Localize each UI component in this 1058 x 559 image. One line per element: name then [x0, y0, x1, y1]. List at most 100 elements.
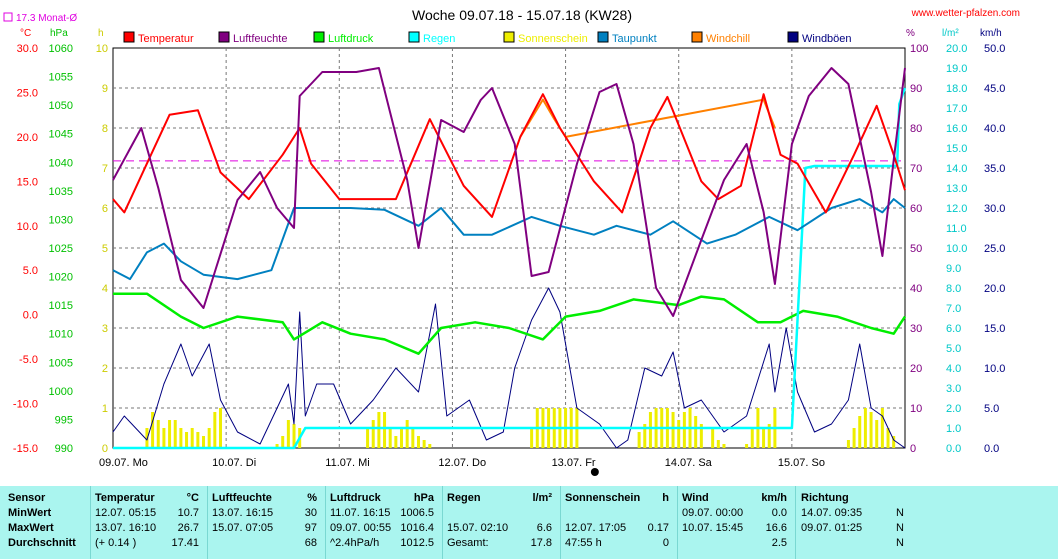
pressure-tick-label: 1025 [49, 243, 73, 255]
table-cell: 14.07. 09:35 [801, 507, 863, 519]
pressure-tick-label: 995 [55, 414, 73, 426]
sunshine-bar [394, 436, 398, 448]
table-column-divider [325, 486, 326, 559]
x-tick-label: 09.07. Mo [99, 457, 148, 469]
rain-tick-label: 16.0 [946, 123, 967, 135]
sunshine-bar [416, 436, 420, 448]
table-cell-value: 1016.4 [400, 522, 434, 534]
sunshine-bar [530, 428, 534, 448]
table-cell-value: 1006.5 [400, 507, 434, 519]
legend-swatch [503, 31, 515, 43]
table-cell-value: 26.7 [177, 522, 199, 534]
temp-tick-label: 10.0 [17, 221, 38, 233]
sunshine-bar [648, 412, 652, 448]
table-cell: 09.07. 00:00 [682, 507, 744, 519]
table-cell: 15.07. 02:10 [447, 522, 509, 534]
wind-tick-label: 0.0 [984, 443, 999, 455]
sunshine-bar [711, 428, 715, 448]
legend-label: Taupunkt [612, 33, 657, 45]
rain-tick-label: 14.0 [946, 163, 967, 175]
temp-tick-label: -5.0 [19, 354, 38, 366]
x-tick-label: 11.07. Mi [325, 457, 369, 469]
rain-tick-label: 11.0 [946, 223, 967, 235]
rain-tick-label: 12.0 [946, 203, 967, 215]
sunshine-bar [852, 428, 856, 448]
sunshine-bar [383, 412, 387, 448]
temp-tick-label: 5.0 [23, 265, 38, 277]
sunshine-bar [207, 428, 211, 448]
pressure-line [113, 292, 907, 355]
wind-tick-label: 40.0 [984, 123, 1005, 135]
wind-tick-label: 15.0 [984, 323, 1005, 335]
sunshine-bar [762, 428, 766, 448]
humidity-tick-label: 20 [910, 363, 922, 375]
table-cell: 12.07. 05:15 [95, 507, 157, 519]
row-label: MaxWert [8, 522, 54, 534]
sunshine-bar [858, 416, 862, 448]
rain-tick-label: 4.0 [946, 363, 961, 375]
humidity-axis-unit: % [906, 28, 915, 39]
sunshine-bar [699, 424, 703, 448]
table-cell: (+ 0.14 ) [95, 537, 137, 549]
sun-tick-label: 8 [102, 123, 108, 135]
table-cell-value: 1012.5 [400, 537, 434, 549]
table-cell-value: 16.6 [765, 522, 787, 534]
pressure-tick-label: 1050 [49, 100, 73, 112]
statistics-table: Sensor Temperatur °C Luftfeuchte% Luftdruck h… [0, 486, 1058, 559]
sunshine-bar [886, 428, 890, 448]
rain-line [113, 87, 907, 450]
legend-label: Sonnenschein [518, 33, 588, 45]
rain-tick-label: 17.0 [946, 103, 967, 115]
table-column-divider [677, 486, 678, 559]
sunshine-bar [388, 428, 392, 448]
humidity-tick-label: 70 [910, 163, 922, 175]
x-tick-label: 14.07. Sa [665, 457, 713, 469]
sunshine-bar [286, 420, 290, 448]
humidity-line [112, 67, 906, 317]
table-cell: 13.07. 16:15 [212, 507, 274, 519]
source-link: www.wetter-pfalzen.com [911, 8, 1020, 19]
table-cell-value: 30 [304, 507, 317, 519]
wind-axis-unit: km/h [980, 28, 1002, 39]
sunshine-bar [750, 428, 754, 448]
rain-tick-label: 18.0 [946, 83, 967, 95]
pressure-tick-label: 1040 [49, 157, 73, 169]
rain-axis-unit: l/m² [942, 28, 959, 39]
sun-tick-label: 7 [102, 163, 108, 175]
header-label: Luftdruck [330, 492, 381, 504]
humidity-tick-label: 80 [910, 123, 922, 135]
row-label: Durchschnitt [8, 537, 76, 549]
pressure-tick-label: 1055 [49, 72, 73, 84]
sunshine-bar [846, 440, 850, 448]
sunshine-bar [869, 412, 873, 448]
sunshine-bar [745, 444, 749, 448]
pressure-axis-unit: hPa [50, 28, 68, 39]
sun-tick-label: 4 [102, 283, 108, 295]
humidity-tick-label: 50 [910, 243, 922, 255]
table-cell: 11.07. 16:15 [330, 507, 391, 519]
rain-tick-label: 19.0 [946, 63, 967, 75]
wind-tick-label: 35.0 [984, 163, 1005, 175]
rain-tick-label: 1.0 [946, 423, 961, 435]
sunshine-bar [173, 420, 177, 448]
sun-axis-unit: h [98, 28, 104, 39]
rain-tick-label: 3.0 [946, 383, 961, 395]
rain-tick-label: 9.0 [946, 263, 961, 275]
sunshine-bar [218, 408, 222, 448]
temp-tick-label: 30.0 [17, 43, 38, 55]
legend-swatch [691, 31, 703, 43]
temperature-line [112, 93, 906, 218]
sunshine-bar [190, 428, 194, 448]
temp-tick-label: -15.0 [13, 443, 38, 455]
sunshine-bar [637, 432, 641, 448]
sun-tick-label: 10 [96, 43, 108, 55]
table-column-divider [90, 486, 91, 559]
row-label: MinWert [8, 507, 52, 519]
sunshine-bar [156, 420, 160, 448]
humidity-tick-label: 10 [910, 403, 922, 415]
table-column-divider [442, 486, 443, 559]
sunshine-bar [880, 408, 884, 448]
table-cell: 15.07. 07:05 [212, 522, 274, 534]
rain-tick-label: 10.0 [946, 243, 967, 255]
table-cell: 09.07. 00:55 [330, 522, 392, 534]
